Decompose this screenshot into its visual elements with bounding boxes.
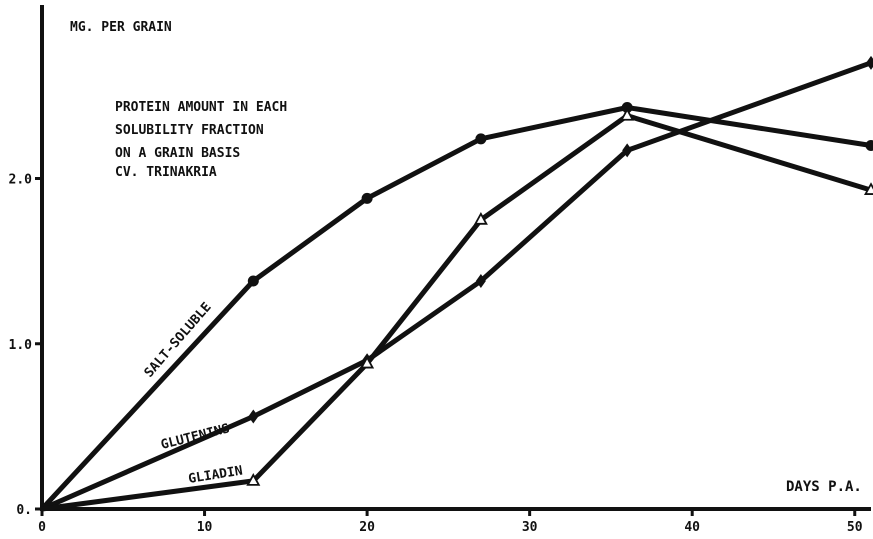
x-tick-label-30: 30 bbox=[522, 520, 538, 535]
y-axis-label: MG. PER GRAIN bbox=[70, 20, 172, 35]
series-label-glutenins: GLUTENINS bbox=[159, 421, 231, 453]
point-gliadin-3 bbox=[473, 211, 488, 225]
point-glutenins-1 bbox=[248, 409, 259, 424]
point-salt-soluble-2 bbox=[361, 192, 373, 204]
point-gliadin-5 bbox=[863, 182, 873, 195]
x-tick-label-20: 20 bbox=[359, 520, 375, 535]
series-layer bbox=[39, 55, 873, 512]
series-label-salt-soluble: SALT-SOLUBLE bbox=[142, 300, 215, 381]
point-glutenins-5 bbox=[866, 55, 873, 70]
y-tick-label-0: 0. bbox=[16, 503, 32, 518]
text-layer: MG. PER GRAIN DAYS P.A. PROTEIN AMOUNT I… bbox=[70, 20, 862, 495]
x-axis-label: DAYS P.A. bbox=[786, 479, 862, 495]
point-gliadin-4 bbox=[620, 107, 635, 121]
axes: 0 10 20 30 40 50 0. 1.0 2.0 bbox=[9, 5, 871, 535]
chart-title-line-2: SOLUBILITY FRACTION bbox=[115, 123, 264, 138]
point-gliadin-1 bbox=[246, 473, 261, 486]
chart-title-line-1: PROTEIN AMOUNT IN EACH bbox=[115, 100, 287, 115]
x-tick-label-0: 0 bbox=[38, 520, 46, 535]
point-salt-soluble-5 bbox=[865, 139, 873, 151]
y-tick-label-1: 1.0 bbox=[9, 338, 33, 353]
y-tick-label-2: 2.0 bbox=[9, 173, 33, 188]
series-line-gliadin bbox=[39, 113, 873, 512]
point-salt-soluble-3 bbox=[475, 133, 487, 145]
point-glutenins-3 bbox=[475, 273, 486, 288]
chart-title-line-3: ON A GRAIN BASIS bbox=[115, 146, 240, 161]
series-line-salt-soluble bbox=[39, 105, 873, 512]
x-tick-label-50: 50 bbox=[847, 520, 863, 535]
chart-title-line-4: CV. TRINAKRIA bbox=[115, 165, 217, 180]
point-glutenins-4 bbox=[622, 143, 633, 158]
point-salt-soluble-1 bbox=[247, 275, 259, 287]
x-tick-label-40: 40 bbox=[684, 520, 700, 535]
point-gliadin-2 bbox=[360, 355, 375, 369]
point-salt-soluble-4 bbox=[621, 101, 633, 113]
x-tick-label-10: 10 bbox=[197, 520, 213, 535]
series-line-glutenins bbox=[39, 60, 873, 512]
